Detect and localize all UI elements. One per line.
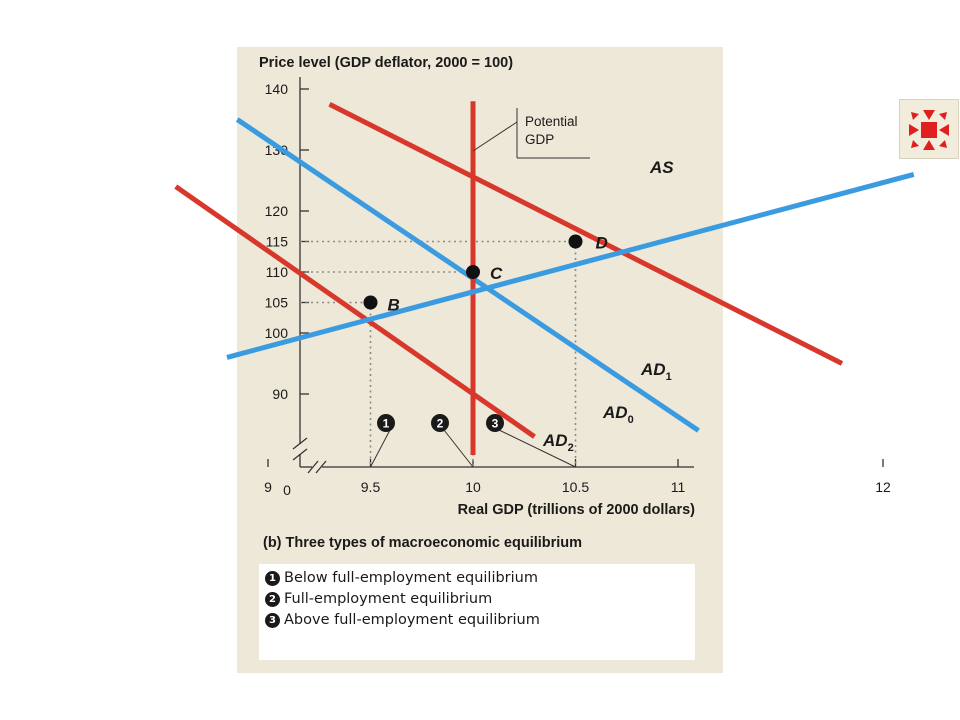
collapse-arrows-icon xyxy=(909,110,949,150)
marker-number-1: 1 xyxy=(383,417,390,431)
x-tick-label-10: 10 xyxy=(465,479,481,495)
y-axis-break-mark xyxy=(292,448,308,461)
x-axis-break-mark xyxy=(315,460,327,474)
x-tick-label-11: 11 xyxy=(671,479,686,495)
curve-label-ad2: AD2 xyxy=(542,431,574,454)
y-tick-label-115: 115 xyxy=(266,234,289,250)
marker-leader-3 xyxy=(498,429,576,468)
chart-caption: (b) Three types of macroeconomic equilib… xyxy=(263,535,582,551)
curve-ad1 xyxy=(328,102,844,366)
legend-text-1: Below full-employment equilibrium xyxy=(284,570,538,586)
x-axis-title: Real GDP (trillions of 2000 dollars) xyxy=(458,502,696,518)
y-axis-break-mark xyxy=(292,437,308,450)
legend: 1 Below full-employment equilibrium 2 Fu… xyxy=(259,564,695,660)
curve-ad2 xyxy=(174,184,536,439)
legend-text-2: Full-employment equilibrium xyxy=(284,591,493,607)
y-tick-label-130: 130 xyxy=(265,142,289,158)
equilibrium-point-c xyxy=(466,265,480,279)
legend-number-3: 3 xyxy=(265,612,280,628)
equilibrium-point-d xyxy=(568,234,583,249)
legend-item-3: 3 Above full-employment equilibrium xyxy=(265,610,540,630)
potential-gdp-label-line: GDP xyxy=(525,132,554,147)
equilibrium-point-b xyxy=(363,295,378,310)
marker-leader-1 xyxy=(370,429,391,468)
y-tick-label-110: 110 xyxy=(266,264,289,280)
equilibrium-label-d: D xyxy=(596,234,608,253)
potential-gdp-leader xyxy=(472,121,518,152)
y-axis-title: Price level (GDP deflator, 2000 = 100) xyxy=(259,55,513,71)
y-tick-label-100: 100 xyxy=(265,325,289,341)
marker-number-3: 3 xyxy=(492,417,499,431)
legend-number-2: 2 xyxy=(265,591,280,607)
legend-text-3: Above full-employment equilibrium xyxy=(284,612,540,628)
legend-number-1: 1 xyxy=(265,570,280,586)
equilibrium-label-b: B xyxy=(388,296,400,315)
marker-number-2: 2 xyxy=(437,417,444,431)
potential-gdp-label-line: Potential xyxy=(525,114,578,129)
legend-item-1: 1 Below full-employment equilibrium xyxy=(265,568,538,588)
y-tick-label-105: 105 xyxy=(265,295,289,311)
y-tick-label-90: 90 xyxy=(272,386,288,402)
marker-circle-1 xyxy=(377,414,395,432)
marker-circle-3 xyxy=(486,414,504,432)
curve-label-ad1: AD1 xyxy=(640,360,672,383)
curve-label-as: AS xyxy=(649,158,674,177)
nav-button[interactable] xyxy=(899,99,959,159)
curve-as xyxy=(226,171,915,360)
legend-item-2: 2 Full-employment equilibrium xyxy=(265,589,492,609)
y-tick-label-140: 140 xyxy=(265,81,289,97)
x-tick-label-12: 12 xyxy=(875,479,891,495)
x-axis-break-mark xyxy=(307,460,319,474)
curve-label-ad0: AD0 xyxy=(602,403,634,426)
y-tick-label-120: 120 xyxy=(265,203,289,219)
x-tick-label-10.5: 10.5 xyxy=(562,479,589,495)
x-tick-label-9.5: 9.5 xyxy=(361,479,381,495)
marker-circle-2 xyxy=(431,414,449,432)
marker-leader-2 xyxy=(443,429,474,468)
equilibrium-label-c: C xyxy=(490,264,503,283)
x-tick-label-9: 9 xyxy=(264,479,272,495)
origin-label: 0 xyxy=(283,482,291,498)
